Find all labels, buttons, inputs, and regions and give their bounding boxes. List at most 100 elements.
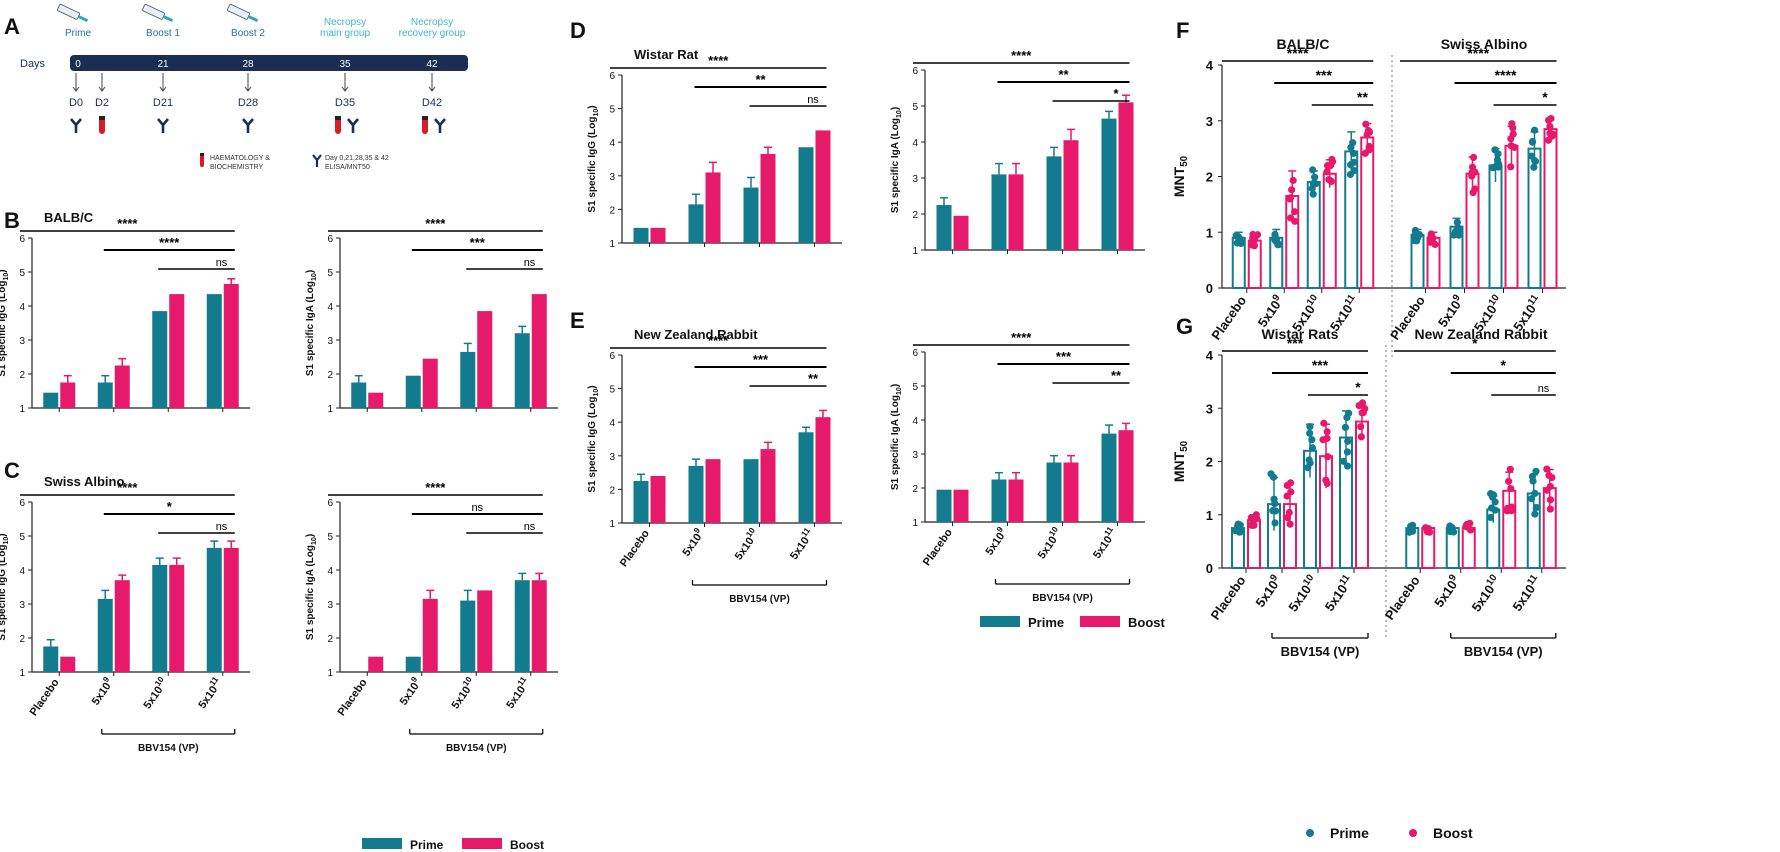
data-point	[1283, 514, 1292, 522]
bar-boost	[114, 365, 130, 408]
y-tick-label: 1	[19, 404, 25, 415]
chart-title: BALB/C	[44, 210, 94, 225]
bar-prime	[43, 392, 59, 408]
blood-tube-icon	[200, 153, 204, 167]
data-point	[1341, 423, 1350, 432]
bar-boost	[953, 215, 969, 250]
significance-label: *	[167, 499, 173, 514]
significance-label: ****	[1011, 48, 1032, 63]
data-point	[1365, 142, 1373, 151]
day-number: 21	[157, 59, 169, 70]
bar-outline-boost	[1360, 136, 1375, 289]
bar-prime	[152, 311, 168, 408]
tube-cap	[422, 116, 428, 120]
bar-boost	[1118, 430, 1134, 522]
x-group-label: BBV154 (VP)	[1032, 593, 1093, 604]
y-tick-label: 5	[19, 532, 25, 543]
data-point	[1486, 513, 1495, 522]
bar-boost	[477, 590, 493, 672]
x-group-label: BBV154 (VP)	[1464, 644, 1543, 659]
arrow-head	[244, 86, 252, 92]
tube-cap	[335, 116, 341, 120]
bar-prime	[1101, 118, 1117, 250]
antibody-icon	[157, 118, 169, 133]
y-tick-label: 1	[912, 518, 918, 529]
data-point	[1343, 462, 1352, 470]
data-point	[1247, 521, 1256, 529]
bar-boost	[650, 227, 666, 243]
y-tick-label: 5	[609, 385, 615, 396]
significance-label: *	[1501, 357, 1507, 373]
y-tick-label: 0	[1206, 561, 1213, 576]
y-axis-label: S1 specific IgA (Log10)	[305, 534, 318, 640]
data-point	[1350, 167, 1358, 175]
y-axis-label: MNT50	[1171, 155, 1190, 197]
sample-day-label: D0	[69, 97, 83, 109]
legend-label-prime: Prime	[410, 838, 444, 852]
legend-label-boost: Boost	[1433, 825, 1473, 841]
x-tick-label: Placebo	[921, 527, 955, 569]
data-point	[1545, 471, 1553, 480]
bar-boost	[114, 580, 130, 672]
bar-boost	[760, 449, 776, 523]
bar-prime	[688, 465, 704, 523]
bar-outline-boost	[1461, 527, 1476, 569]
data-point	[1339, 457, 1347, 465]
data-point	[1349, 149, 1358, 158]
y-tick-label: 2	[609, 205, 615, 216]
data-point	[1357, 433, 1365, 441]
syringe-icon	[141, 3, 174, 23]
panel-letter-C: C	[4, 458, 20, 483]
sample-day-label: D28	[238, 97, 258, 109]
bar-prime	[798, 147, 814, 243]
x-tick-label: 5x1010	[139, 675, 171, 712]
data-point	[1510, 143, 1519, 151]
y-tick-label: 2	[327, 634, 333, 645]
data-point	[1271, 237, 1279, 245]
antibody-icon	[347, 118, 359, 133]
y-tick-label: 6	[19, 234, 25, 245]
x-group-label: BBV154 (VP)	[1281, 644, 1360, 659]
data-point	[1506, 465, 1514, 473]
panel-letter-F: F	[1176, 18, 1189, 43]
y-tick-label: 5	[912, 102, 918, 113]
significance-label: ns	[524, 521, 536, 533]
bar-outline-boost	[1355, 420, 1369, 569]
bar-outline-boost	[1543, 128, 1558, 289]
significance-label: ****	[425, 216, 446, 231]
y-tick-label: 2	[19, 370, 25, 381]
blood-tube-icon	[422, 116, 428, 134]
significance-label: **	[1058, 67, 1069, 82]
chart-D-IgG: Wistar Rat 1 2 3 4 5 6 S1 specific IgG (Log10) *…	[587, 47, 842, 250]
data-point	[1269, 507, 1277, 515]
y-tick-label: 4	[912, 138, 918, 149]
chart-title: Wistar Rat	[634, 47, 699, 62]
bar-boost	[422, 598, 438, 672]
bar-prime	[43, 646, 59, 672]
significance-label: ns	[524, 257, 536, 269]
data-point	[1530, 126, 1539, 134]
data-point	[1271, 519, 1279, 527]
event-label: Prime	[65, 28, 92, 39]
x-tick-label: 5x1011	[786, 526, 818, 562]
antibody-icon	[312, 154, 322, 167]
y-tick-label: 3	[327, 336, 333, 347]
data-point	[1287, 479, 1295, 487]
data-point	[1413, 237, 1421, 245]
x-tick-label: 5x109	[678, 526, 707, 559]
bar-prime	[991, 479, 1007, 522]
data-point	[1325, 176, 1333, 184]
syringe-icon	[226, 3, 259, 23]
antibody-icon	[242, 118, 254, 133]
legend: Prime Boost	[362, 838, 544, 852]
legend-dot-prime	[1306, 829, 1314, 837]
bar-prime	[1101, 433, 1117, 522]
data-point	[1489, 164, 1497, 172]
bar-prime	[743, 459, 759, 523]
y-tick-label: 6	[912, 348, 918, 359]
legend-dot-boost	[1409, 829, 1417, 837]
data-point	[1308, 436, 1316, 444]
significance-label: **	[1357, 89, 1368, 105]
